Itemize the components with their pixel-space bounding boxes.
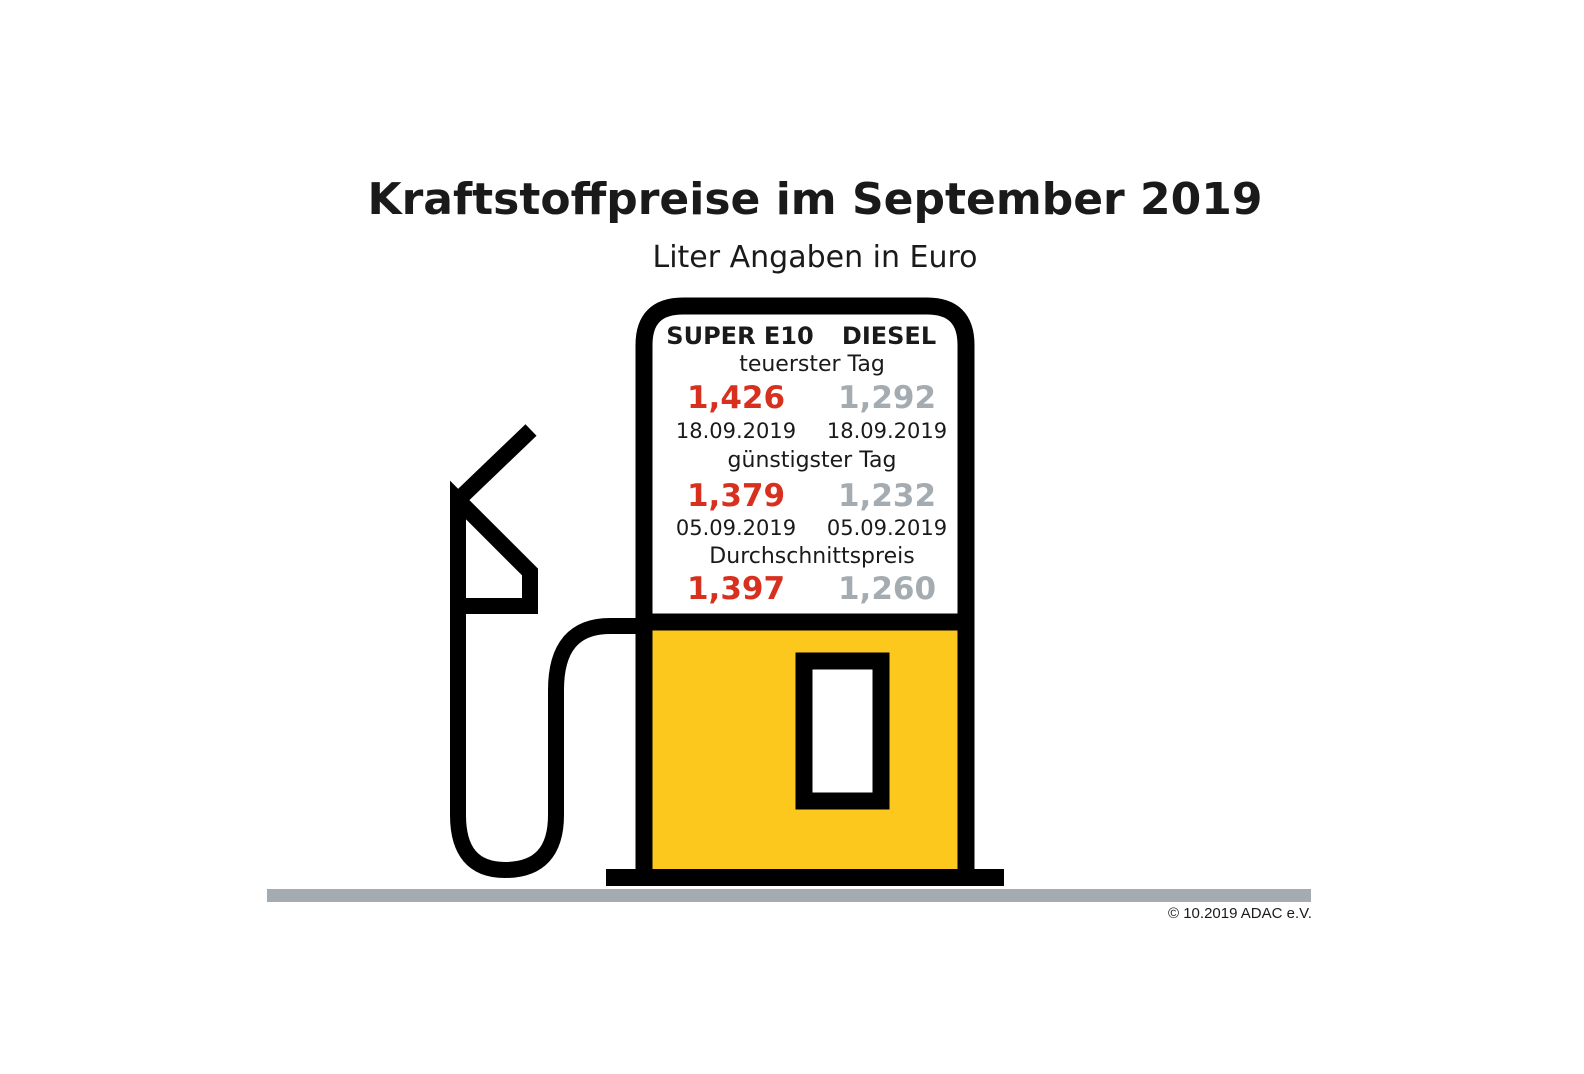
ground-line [267, 889, 1311, 902]
e10-price: 1,397 [686, 571, 786, 607]
pump-window [795, 652, 890, 810]
e10-date: 18.09.2019 [675, 419, 797, 443]
e10-price: 1,426 [686, 380, 786, 416]
subtitle: Liter Angaben in Euro [652, 240, 978, 275]
column-header-e10: SUPER E10 [666, 322, 814, 350]
diesel-price: 1,292 [837, 380, 937, 416]
page-title: Kraftstoffpreise im September 2019 [367, 174, 1263, 225]
diesel-price: 1,260 [837, 571, 937, 607]
column-header-diesel: DIESEL [841, 322, 937, 350]
pump-body-outline [635, 297, 975, 872]
hose [450, 505, 636, 879]
diesel-date: 05.09.2019 [826, 516, 948, 540]
nozzle-handle [450, 480, 538, 614]
e10-price: 1,379 [686, 478, 786, 514]
nozzle-spout [452, 424, 537, 506]
diesel-price: 1,232 [837, 478, 937, 514]
diesel-date: 18.09.2019 [826, 419, 948, 443]
e10-date: 05.09.2019 [675, 516, 797, 540]
row-label: teuerster Tag [739, 352, 885, 377]
pump-base [606, 869, 1004, 886]
copyright: © 10.2019 ADAC e.V. [1168, 905, 1312, 922]
row-label: Durchschnittspreis [709, 544, 915, 569]
row-label: günstigster Tag [727, 448, 897, 473]
